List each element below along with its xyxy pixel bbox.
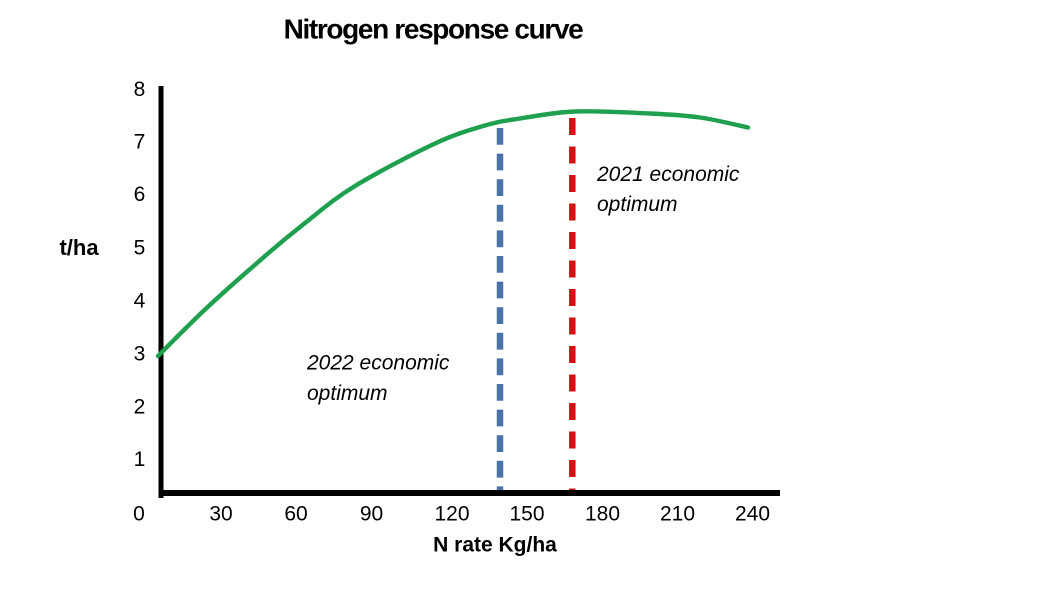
svg-text:1: 1 bbox=[134, 448, 146, 471]
svg-text:30: 30 bbox=[209, 503, 232, 526]
svg-text:210: 210 bbox=[660, 503, 695, 526]
svg-text:t/ha: t/ha bbox=[59, 235, 99, 260]
svg-text:4: 4 bbox=[134, 290, 146, 313]
svg-text:120: 120 bbox=[434, 503, 469, 526]
svg-text:5: 5 bbox=[134, 237, 146, 260]
svg-text:0: 0 bbox=[133, 503, 145, 526]
svg-text:180: 180 bbox=[585, 503, 620, 526]
svg-text:2022 economic: 2022 economic bbox=[306, 352, 450, 375]
svg-text:90: 90 bbox=[360, 503, 383, 526]
svg-text:2021 economic: 2021 economic bbox=[596, 163, 740, 186]
svg-text:6: 6 bbox=[134, 183, 146, 206]
svg-text:60: 60 bbox=[284, 503, 307, 526]
svg-text:optimum: optimum bbox=[597, 193, 678, 216]
svg-text:240: 240 bbox=[735, 503, 770, 526]
svg-text:3: 3 bbox=[134, 343, 146, 366]
svg-text:N rate Kg/ha: N rate Kg/ha bbox=[433, 534, 557, 557]
svg-text:8: 8 bbox=[134, 78, 146, 101]
svg-text:7: 7 bbox=[134, 131, 146, 154]
svg-text:optimum: optimum bbox=[307, 382, 388, 405]
svg-text:Nitrogen response curve: Nitrogen response curve bbox=[284, 14, 584, 45]
svg-text:2: 2 bbox=[134, 396, 146, 419]
svg-text:150: 150 bbox=[509, 503, 544, 526]
